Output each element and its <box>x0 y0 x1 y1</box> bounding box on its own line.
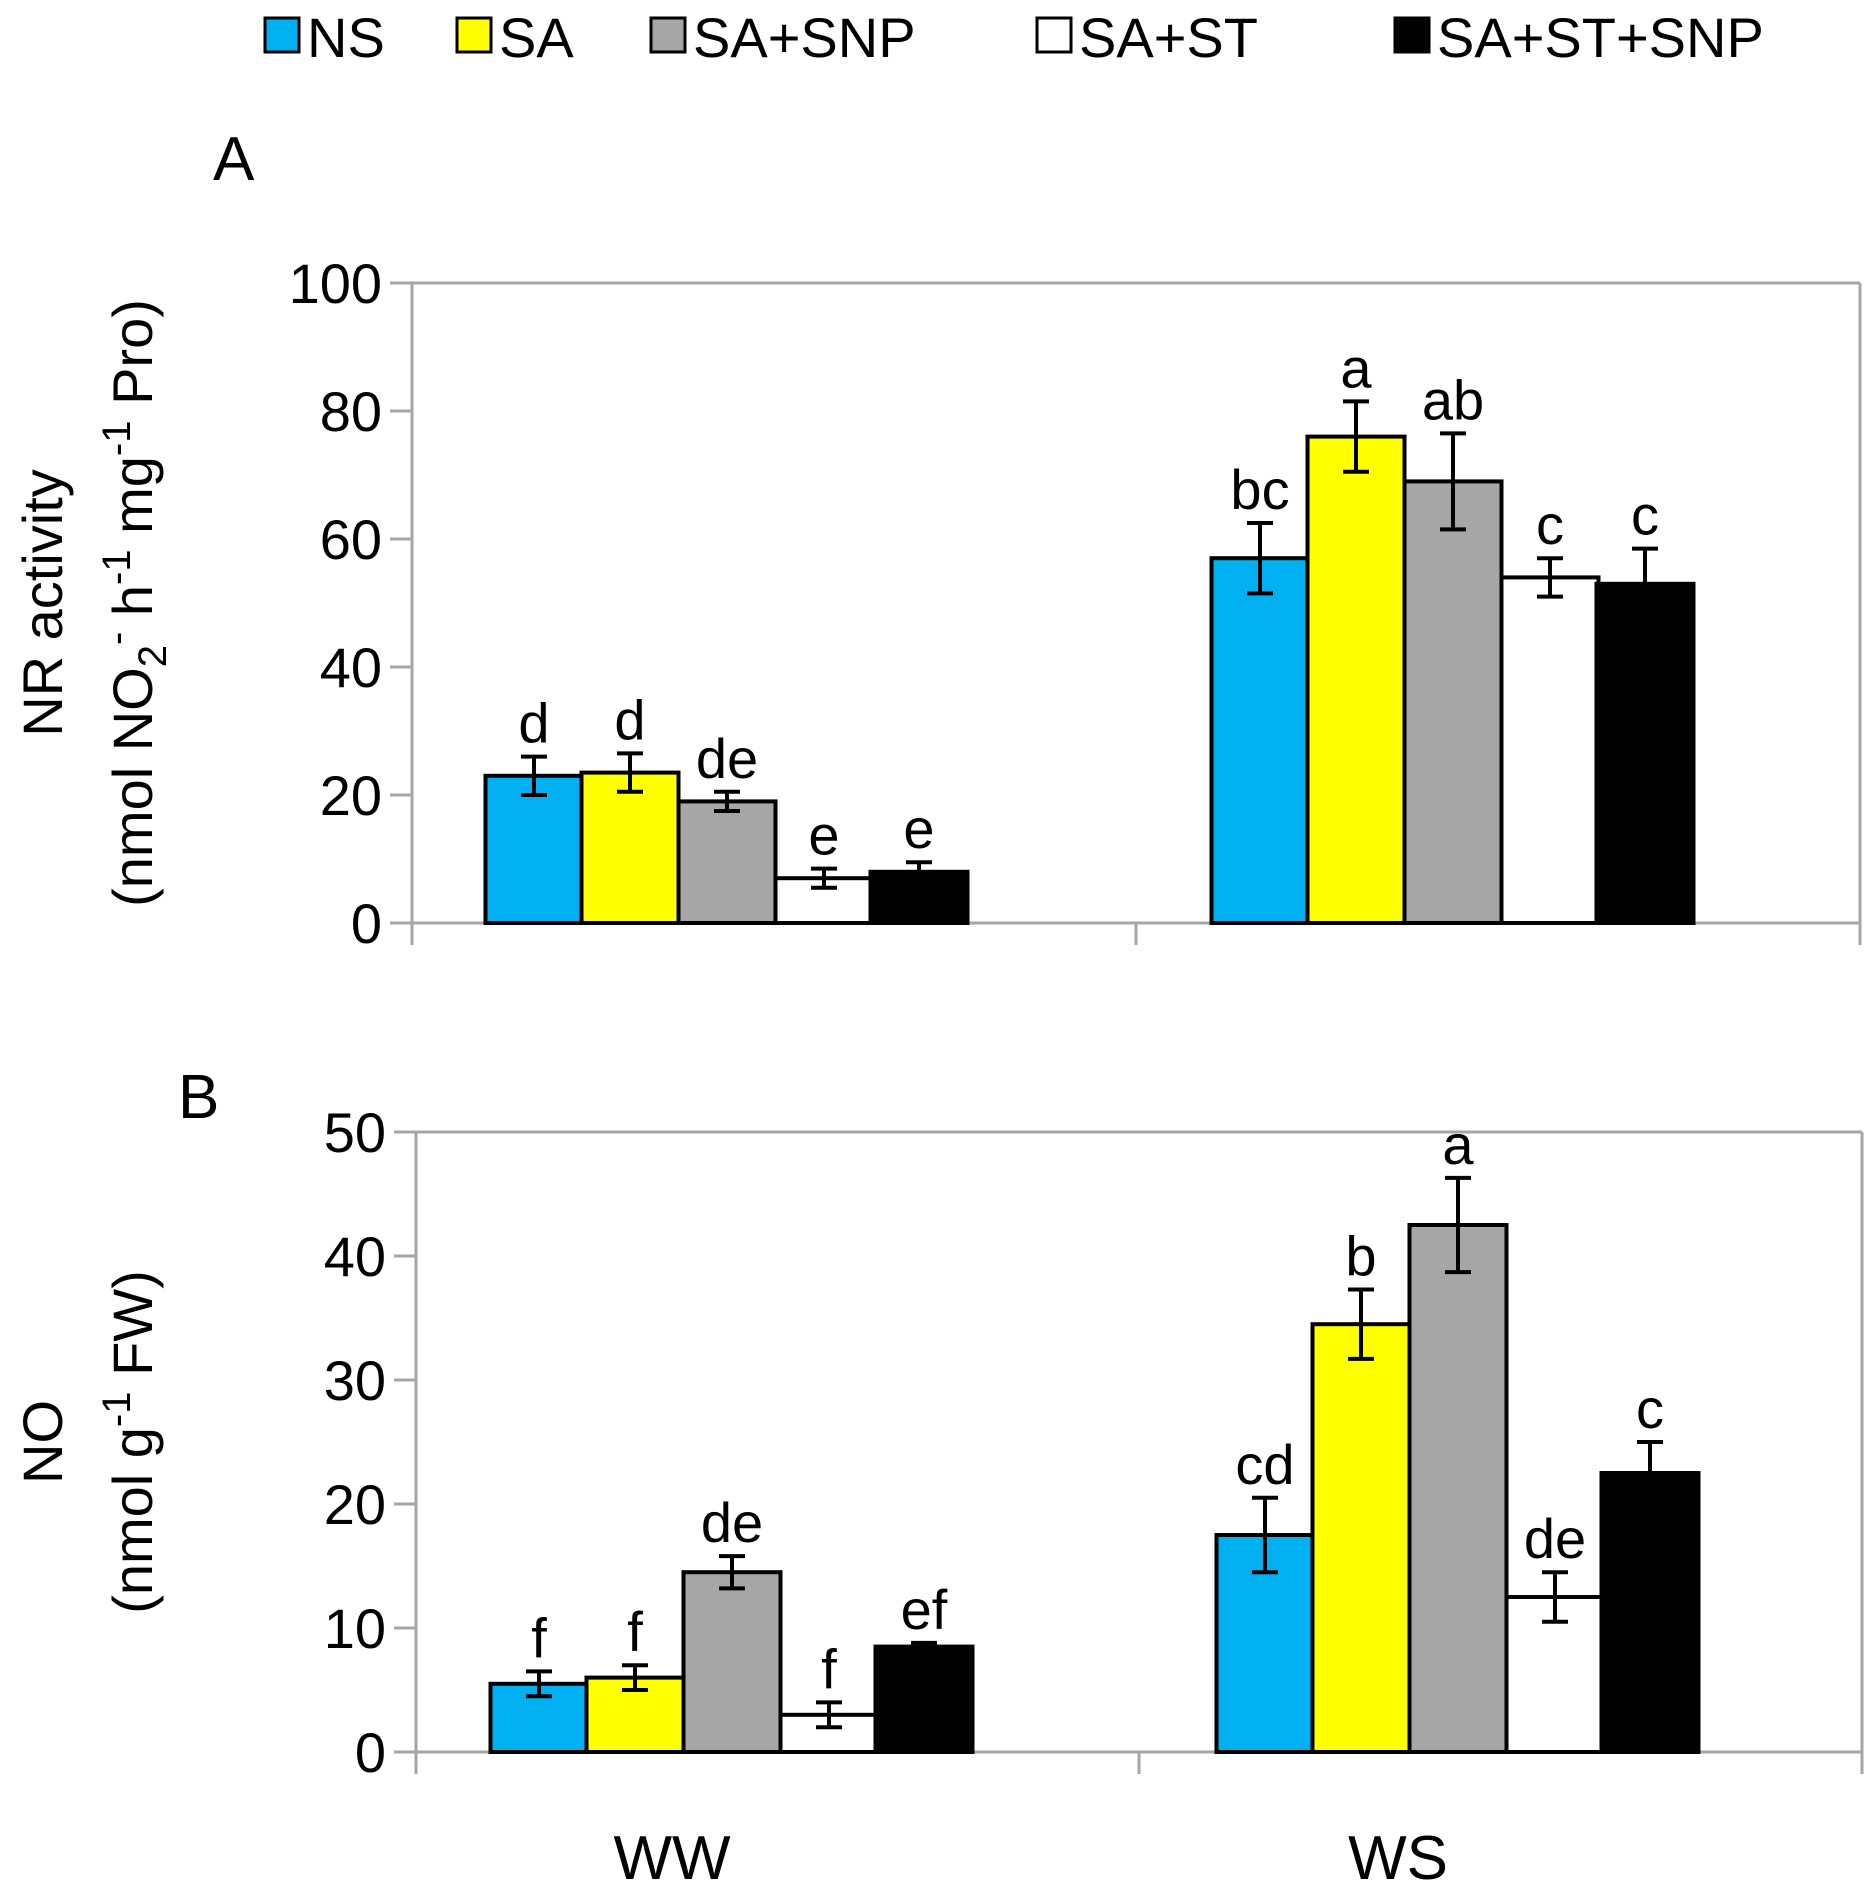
y-tick-label: 40 <box>324 1225 386 1288</box>
error-bar <box>526 1669 552 1699</box>
y-axis-units: (nmol g-1 FW) <box>95 1270 164 1614</box>
y-axis-title: NO <box>11 1400 74 1484</box>
legend: NS SA SA+SNP SA+ST SA+ST+SNP <box>263 6 1764 69</box>
y-tick-label: 100 <box>289 252 382 315</box>
y-tick-label: 80 <box>320 380 382 443</box>
error-bar <box>617 751 643 794</box>
legend-item-sa-plus-snp: SA+SNP <box>649 6 916 69</box>
y-tick-label: 20 <box>320 764 382 827</box>
legend-swatch <box>649 16 687 54</box>
bar-ns-ww <box>483 773 585 925</box>
legend-item-sa-plus-st-plus-snp: SA+ST+SNP <box>1393 6 1764 69</box>
significance-letter: c <box>1536 493 1564 556</box>
legend-label: SA+ST <box>1079 6 1258 69</box>
error-bar <box>1348 1287 1374 1361</box>
bar-sa-plus-snp-ww <box>676 799 778 926</box>
y-tick-label: 40 <box>320 636 382 699</box>
y-tick-label: 60 <box>320 508 382 571</box>
error-bar <box>1632 546 1658 621</box>
panel-a-nr-activity: 0 20 40 60 80 100 A NR activity (nmol NO2- h-1 m… <box>11 125 1862 955</box>
bar-sa-plus-st-ws <box>1499 575 1601 926</box>
legend-swatch <box>1035 16 1073 54</box>
legend-swatch <box>1393 16 1431 54</box>
error-bar <box>1343 399 1369 474</box>
significance-letter: b <box>1345 1224 1376 1287</box>
error-bar <box>1637 1440 1663 1506</box>
legend-item-sa-plus-st: SA+ST <box>1035 6 1258 69</box>
bar-sa-plus-st-plus-snp-ws <box>1599 1471 1701 1754</box>
error-bar <box>1440 431 1466 532</box>
bar-ns-ws <box>1209 556 1311 925</box>
legend-swatch <box>455 16 493 54</box>
error-bar <box>811 866 837 890</box>
legend-item-ns: NS <box>263 6 385 69</box>
significance-letter: c <box>1631 484 1659 547</box>
legend-item-sa: SA <box>455 6 574 69</box>
bar-sa-ws <box>1310 1322 1412 1754</box>
bar-sa-plus-snp-ws <box>1402 479 1504 925</box>
significance-letter: ab <box>1422 368 1484 431</box>
significance-letter: de <box>696 727 758 790</box>
significance-letter: de <box>1524 1507 1586 1570</box>
y-tick-label: 30 <box>324 1349 386 1412</box>
significance-letter: f <box>531 1606 547 1669</box>
bar-sa-ws <box>1305 434 1407 925</box>
bar-sa-ww <box>579 770 681 925</box>
panel-label: B <box>178 1063 219 1132</box>
y-tick-label: 50 <box>324 1101 386 1164</box>
x-category-labels: WW WS <box>613 1824 1447 1893</box>
significance-letter: bc <box>1230 458 1289 521</box>
y-axis-title: NR activity <box>11 469 74 737</box>
error-bar <box>714 789 740 813</box>
legend-label: SA <box>499 6 574 69</box>
significance-letter: ef <box>901 1578 948 1641</box>
error-bar <box>1537 556 1563 599</box>
significance-letter: e <box>903 797 934 860</box>
y-axis-units: (nmol NO2- h-1 mg-1 Pro) <box>95 299 175 907</box>
x-category-label-ww: WW <box>613 1824 731 1893</box>
significance-letter: f <box>821 1637 837 1700</box>
significance-letter: de <box>701 1491 763 1554</box>
error-bar <box>911 1640 937 1653</box>
error-bar <box>1252 1495 1278 1575</box>
legend-label: SA+ST+SNP <box>1437 6 1764 69</box>
error-bar <box>906 860 932 884</box>
bar-sa-plus-st-plus-snp-ws <box>1594 581 1696 925</box>
significance-letter: e <box>808 804 839 867</box>
error-bar <box>816 1700 842 1730</box>
significance-letter: a <box>1442 1113 1474 1176</box>
y-tick-label: 0 <box>355 1721 386 1784</box>
legend-label: SA+SNP <box>693 6 916 69</box>
significance-letter: a <box>1340 336 1372 399</box>
significance-letter: d <box>614 688 645 751</box>
legend-label: NS <box>307 6 385 69</box>
x-category-label-ws: WS <box>1348 1824 1448 1893</box>
significance-letter: f <box>627 1600 643 1663</box>
error-bar <box>1247 521 1273 596</box>
bar-sa-plus-snp-ws <box>1407 1223 1509 1754</box>
y-tick-label: 0 <box>351 892 382 955</box>
y-tick-label: 10 <box>324 1597 386 1660</box>
significance-letter: d <box>518 692 549 755</box>
legend-swatch <box>263 16 301 54</box>
bar-sa-plus-snp-ww <box>681 1570 783 1754</box>
error-bar <box>622 1663 648 1692</box>
significance-letter: cd <box>1235 1433 1294 1496</box>
significance-letter: c <box>1636 1377 1664 1440</box>
y-tick-label: 20 <box>324 1473 386 1536</box>
bar-sa-plus-st-plus-snp-ww <box>873 1644 975 1754</box>
error-bar <box>521 754 547 797</box>
panel-label: A <box>213 125 255 194</box>
error-bar <box>1445 1175 1471 1275</box>
error-bar <box>719 1554 745 1591</box>
error-bar <box>1542 1570 1568 1624</box>
